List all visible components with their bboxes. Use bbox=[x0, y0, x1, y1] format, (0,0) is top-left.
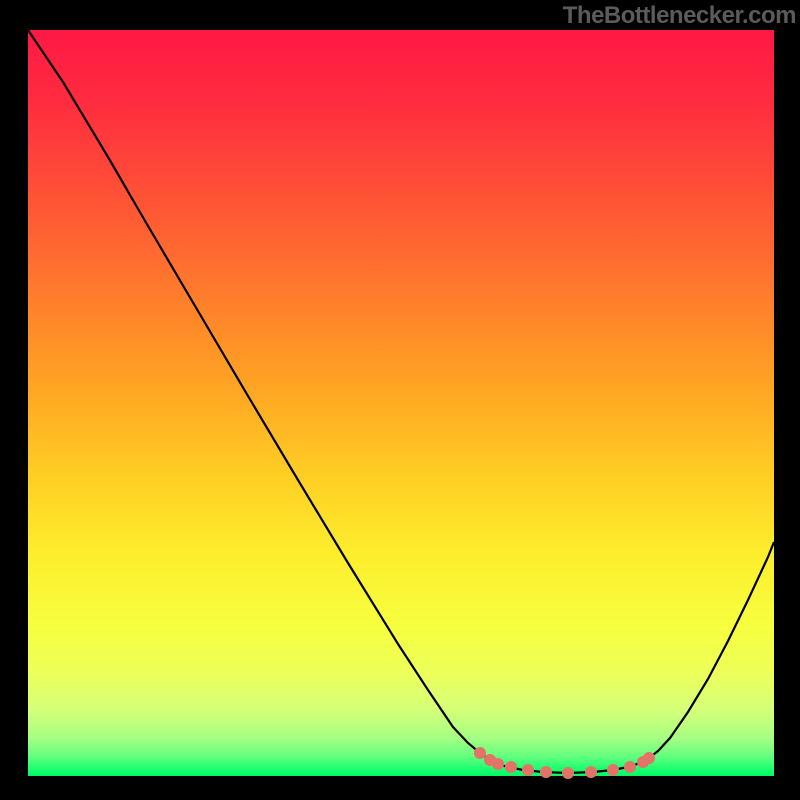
curve-marker bbox=[540, 766, 552, 778]
curve-marker bbox=[624, 761, 636, 773]
plot-area bbox=[28, 30, 774, 776]
curve-marker bbox=[492, 758, 504, 770]
curve-marker bbox=[643, 752, 655, 764]
marker-layer bbox=[28, 30, 774, 776]
curve-marker bbox=[607, 764, 619, 776]
curve-marker bbox=[505, 761, 517, 773]
curve-marker bbox=[522, 764, 534, 776]
watermark-text: TheBottlenecker.com bbox=[563, 2, 796, 30]
curve-marker bbox=[562, 767, 574, 779]
curve-marker bbox=[585, 766, 597, 778]
